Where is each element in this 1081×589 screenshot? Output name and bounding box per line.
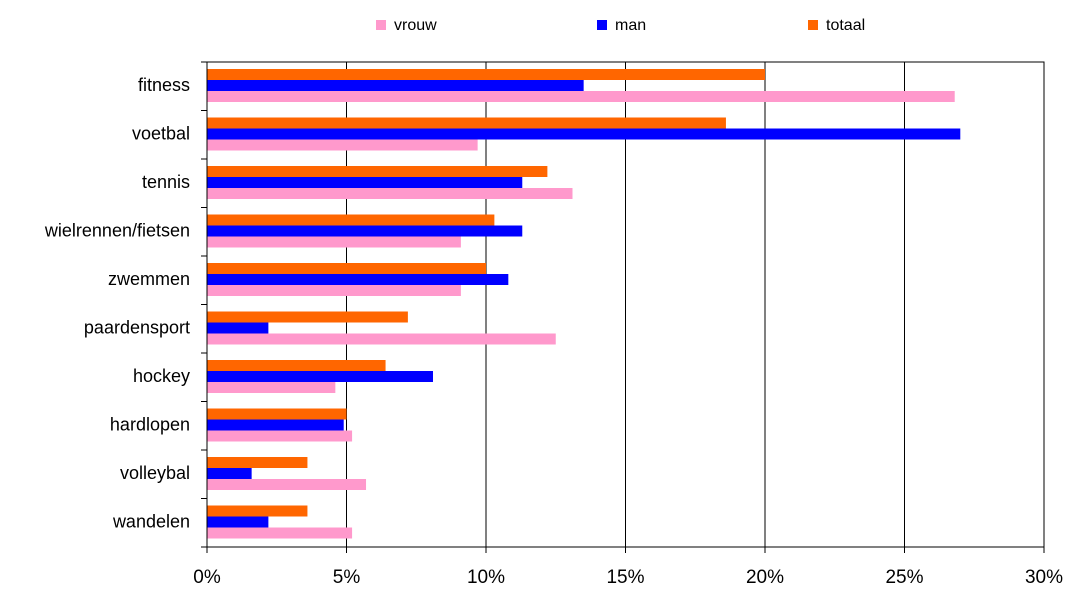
bar [207, 322, 269, 334]
bar [207, 236, 461, 248]
y-tick-label: voetbal [132, 124, 190, 144]
y-tick-label: hockey [133, 366, 190, 386]
bar [207, 479, 367, 490]
bar [207, 69, 765, 80]
bar [207, 516, 269, 528]
legend-label: vrouw [394, 17, 437, 34]
bar [207, 139, 478, 151]
bar [207, 285, 461, 296]
bar [207, 333, 556, 345]
bar [207, 274, 509, 285]
legend-swatch [376, 20, 386, 30]
bar [207, 430, 353, 442]
y-tick-label: hardlopen [110, 415, 190, 435]
x-tick-label: 0% [193, 567, 221, 588]
legend-swatch [597, 20, 607, 30]
bar [207, 408, 347, 420]
bar [207, 419, 344, 431]
bar [207, 177, 523, 188]
y-tick-label: fitness [138, 75, 190, 95]
bar [207, 457, 308, 468]
x-tick-label: 15% [606, 567, 644, 588]
legend-label: totaal [826, 17, 865, 34]
bar [207, 117, 726, 129]
bar [207, 371, 433, 382]
y-tick-label: zwemmen [108, 269, 190, 289]
bar [207, 382, 336, 393]
y-tick-label: wielrennen/fietsen [44, 221, 190, 241]
bar [207, 311, 408, 323]
bar [207, 188, 573, 199]
bar [207, 166, 548, 177]
x-tick-label: 10% [467, 567, 505, 588]
bar [207, 527, 353, 539]
x-tick-label: 5% [333, 567, 361, 588]
bar [207, 80, 584, 91]
x-tick-label: 30% [1025, 567, 1063, 588]
bar [207, 505, 308, 517]
x-tick-label: 20% [746, 567, 784, 588]
bar [207, 214, 495, 226]
legend-label: man [615, 17, 646, 34]
legend-swatch [808, 20, 818, 30]
y-tick-label: wandelen [112, 512, 190, 532]
bar [207, 263, 486, 274]
bar [207, 360, 386, 371]
bar [207, 225, 523, 237]
bar [207, 468, 252, 479]
y-tick-label: paardensport [84, 318, 190, 338]
bar [207, 91, 955, 102]
y-tick-label: tennis [142, 172, 190, 192]
x-tick-label: 25% [885, 567, 923, 588]
bar [207, 128, 961, 140]
y-tick-label: volleybal [120, 463, 190, 483]
